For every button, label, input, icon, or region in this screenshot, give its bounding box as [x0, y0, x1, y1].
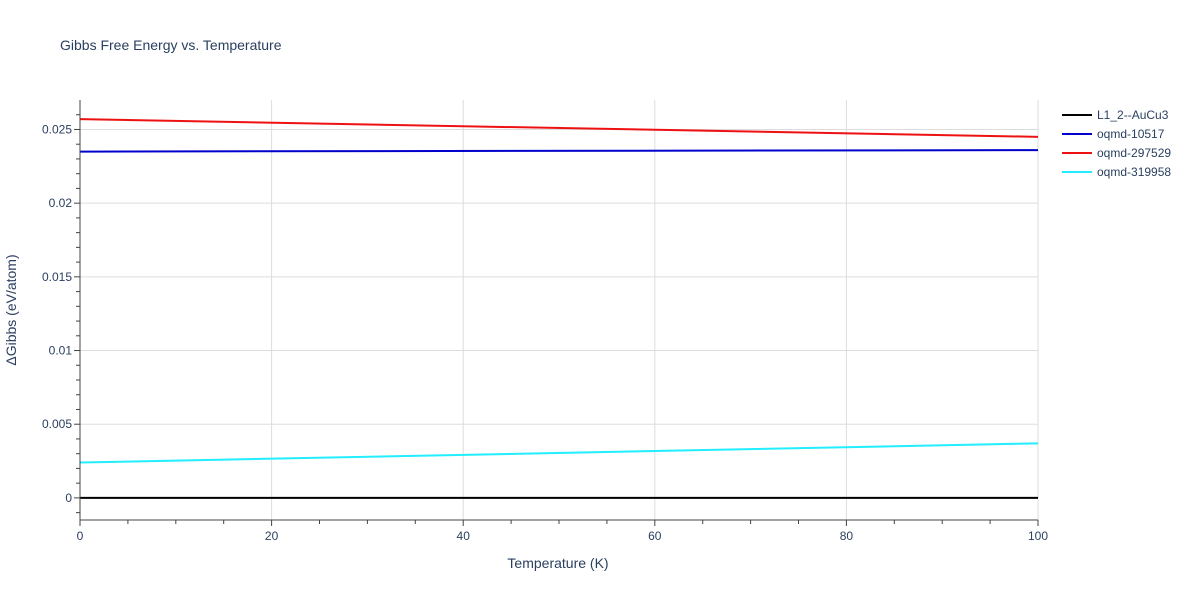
tick-labels: 0 20 40 60 80 100 0 0.005 0.01 0.015 0.02 0.025	[42, 122, 1048, 543]
legend-item[interactable]: oqmd-319958	[1062, 165, 1171, 179]
chart-title: Gibbs Free Energy vs. Temperature	[60, 37, 282, 53]
x-axis-label: Temperature (K)	[507, 555, 608, 571]
y-tick-label: 0	[65, 491, 72, 505]
legend-item[interactable]: oqmd-10517	[1062, 127, 1165, 141]
y-tick-label: 0.015	[42, 270, 72, 284]
y-axis-label: ΔGibbs (eV/atom)	[3, 254, 19, 365]
legend-item[interactable]: oqmd-297529	[1062, 146, 1171, 160]
series-line	[79, 118, 1039, 138]
series-line	[79, 442, 1039, 464]
x-tick-label: 0	[77, 529, 84, 543]
x-tick-label: 100	[1028, 529, 1048, 543]
axes	[74, 100, 1039, 526]
legend-label: oqmd-10517	[1097, 127, 1165, 141]
legend-label: oqmd-319958	[1097, 165, 1171, 179]
x-tick-label: 40	[457, 529, 471, 543]
legend-label: L1_2--AuCu3	[1097, 108, 1169, 122]
y-tick-label: 0.02	[49, 196, 73, 210]
x-tick-label: 20	[265, 529, 279, 543]
grid	[80, 100, 1039, 520]
legend-label: oqmd-297529	[1097, 146, 1171, 160]
y-tick-label: 0.01	[49, 344, 73, 358]
legend-item[interactable]: L1_2--AuCu3	[1062, 108, 1169, 122]
series-lines	[79, 118, 1039, 499]
series-line	[79, 149, 1039, 153]
legend[interactable]: L1_2--AuCu3 oqmd-10517 oqmd-297529 oqmd-319…	[1062, 108, 1171, 179]
x-tick-label: 80	[840, 529, 854, 543]
y-tick-label: 0.025	[42, 122, 72, 136]
y-tick-label: 0.005	[42, 417, 72, 431]
x-tick-label: 60	[648, 529, 662, 543]
